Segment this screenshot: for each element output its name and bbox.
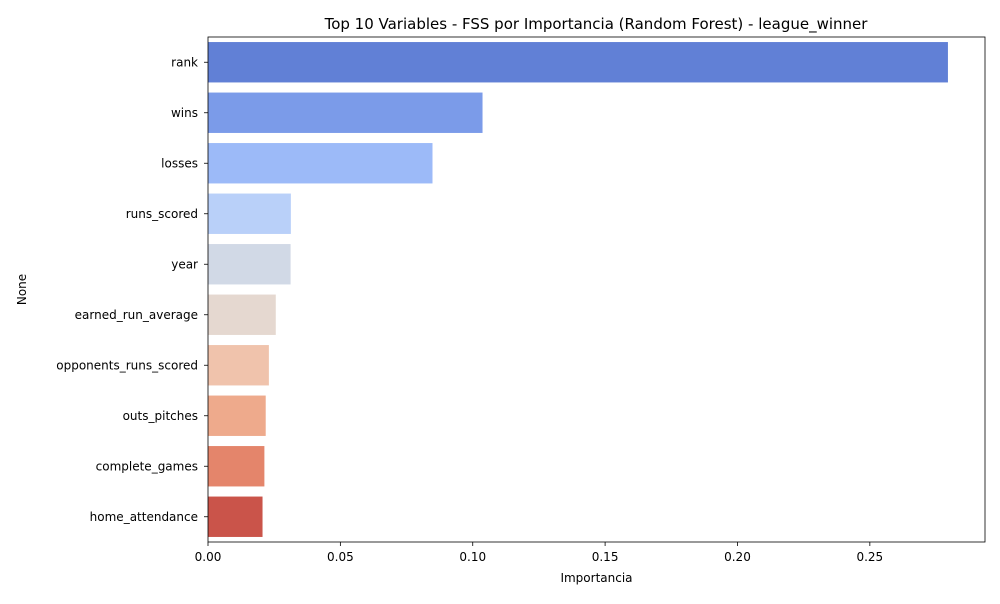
x-tick-label: 0.05 <box>327 550 354 564</box>
y-tick-label: outs_pitches <box>123 409 198 423</box>
bar-wins <box>208 92 483 133</box>
x-tick-label: 0.20 <box>724 550 751 564</box>
x-axis-ticks: 0.00 0.05 0.10 0.15 0.20 0.25 <box>195 542 883 564</box>
y-tick-label: rank <box>171 55 198 69</box>
bar-earned-run-average <box>208 294 276 335</box>
bar-losses <box>208 143 433 184</box>
y-tick-label: year <box>171 257 198 271</box>
x-axis-label: Importancia <box>560 571 632 585</box>
y-tick-label: earned_run_average <box>75 308 198 322</box>
y-tick-label: losses <box>161 156 198 170</box>
y-tick-label: home_attendance <box>90 510 198 524</box>
y-tick-label: wins <box>171 106 198 120</box>
x-tick-label: 0.00 <box>195 550 222 564</box>
y-tick-label: opponents_runs_scored <box>56 358 198 372</box>
y-tick-label: complete_games <box>96 459 198 473</box>
bar-rank <box>208 42 948 83</box>
bars-layer <box>208 42 948 537</box>
x-tick-label: 0.15 <box>592 550 619 564</box>
bar-opponents-runs-scored <box>208 345 269 386</box>
x-tick-label: 0.10 <box>459 550 486 564</box>
x-tick-label: 0.25 <box>856 550 883 564</box>
bar-runs-scored <box>208 193 291 234</box>
bar-complete-games <box>208 446 265 487</box>
y-tick-label: runs_scored <box>126 207 198 221</box>
bar-outs-pitches <box>208 395 266 436</box>
plot-frame <box>207 36 986 543</box>
bar-year <box>208 244 291 285</box>
y-axis-label: None <box>15 274 29 305</box>
chart-title: Top 10 Variables - FSS por Importancia (… <box>324 15 869 34</box>
bar-home-attendance <box>208 496 263 537</box>
